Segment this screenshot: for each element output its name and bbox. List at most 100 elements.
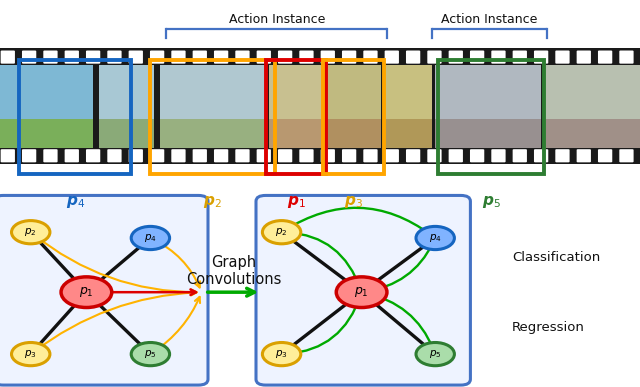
Text: Regression: Regression xyxy=(512,320,585,334)
FancyBboxPatch shape xyxy=(214,149,228,163)
FancyBboxPatch shape xyxy=(172,50,186,63)
FancyBboxPatch shape xyxy=(556,50,570,63)
Text: $p_{5}$: $p_{5}$ xyxy=(429,348,442,360)
Bar xyxy=(0,119,93,148)
FancyBboxPatch shape xyxy=(385,149,399,163)
Text: $p_{1}$: $p_{1}$ xyxy=(79,285,93,299)
FancyBboxPatch shape xyxy=(598,50,612,63)
Circle shape xyxy=(262,342,301,366)
FancyBboxPatch shape xyxy=(428,50,442,63)
FancyBboxPatch shape xyxy=(257,149,271,163)
FancyBboxPatch shape xyxy=(193,50,207,63)
Bar xyxy=(0,65,93,119)
FancyBboxPatch shape xyxy=(620,149,634,163)
Text: Classification: Classification xyxy=(512,251,600,264)
FancyBboxPatch shape xyxy=(513,149,527,163)
FancyBboxPatch shape xyxy=(598,149,612,163)
FancyBboxPatch shape xyxy=(150,149,164,163)
FancyBboxPatch shape xyxy=(0,195,208,385)
FancyBboxPatch shape xyxy=(449,149,463,163)
FancyBboxPatch shape xyxy=(428,149,442,163)
Circle shape xyxy=(131,226,170,250)
FancyBboxPatch shape xyxy=(1,149,15,163)
FancyBboxPatch shape xyxy=(129,50,143,63)
FancyBboxPatch shape xyxy=(256,195,470,385)
FancyBboxPatch shape xyxy=(108,149,122,163)
Circle shape xyxy=(61,277,112,308)
Text: $\boldsymbol{p}_{5}$: $\boldsymbol{p}_{5}$ xyxy=(482,194,500,209)
FancyBboxPatch shape xyxy=(342,50,356,63)
FancyBboxPatch shape xyxy=(300,149,314,163)
Circle shape xyxy=(416,342,454,366)
FancyBboxPatch shape xyxy=(150,50,164,63)
Text: $\boldsymbol{p}_{1}$: $\boldsymbol{p}_{1}$ xyxy=(287,194,305,209)
FancyBboxPatch shape xyxy=(236,50,250,63)
Bar xyxy=(160,65,266,119)
Bar xyxy=(384,65,432,119)
Bar xyxy=(384,119,432,148)
Text: Graph
Convolutions: Graph Convolutions xyxy=(186,255,282,287)
FancyBboxPatch shape xyxy=(342,149,356,163)
Text: $p_{2}$: $p_{2}$ xyxy=(275,226,288,238)
FancyBboxPatch shape xyxy=(556,149,570,163)
FancyBboxPatch shape xyxy=(236,149,250,163)
FancyBboxPatch shape xyxy=(449,50,463,63)
Text: $p_{3}$: $p_{3}$ xyxy=(24,348,37,360)
FancyBboxPatch shape xyxy=(129,149,143,163)
FancyBboxPatch shape xyxy=(492,50,506,63)
FancyBboxPatch shape xyxy=(364,50,378,63)
Circle shape xyxy=(336,277,387,308)
FancyBboxPatch shape xyxy=(513,50,527,63)
Circle shape xyxy=(416,226,454,250)
FancyBboxPatch shape xyxy=(22,149,36,163)
FancyBboxPatch shape xyxy=(492,149,506,163)
FancyBboxPatch shape xyxy=(172,149,186,163)
FancyBboxPatch shape xyxy=(470,50,484,63)
FancyBboxPatch shape xyxy=(385,50,399,63)
FancyBboxPatch shape xyxy=(214,50,228,63)
FancyBboxPatch shape xyxy=(470,149,484,163)
FancyBboxPatch shape xyxy=(620,50,634,63)
Text: $\boldsymbol{p}_{2}$: $\boldsymbol{p}_{2}$ xyxy=(204,194,222,209)
Bar xyxy=(160,119,266,148)
FancyBboxPatch shape xyxy=(44,149,58,163)
Text: $p_{1}$: $p_{1}$ xyxy=(355,285,369,299)
Bar xyxy=(435,65,541,119)
FancyBboxPatch shape xyxy=(108,50,122,63)
Text: $p_{3}$: $p_{3}$ xyxy=(275,348,288,360)
Bar xyxy=(99,65,154,119)
FancyBboxPatch shape xyxy=(193,149,207,163)
Circle shape xyxy=(262,221,301,244)
FancyBboxPatch shape xyxy=(300,50,314,63)
FancyBboxPatch shape xyxy=(406,50,420,63)
FancyBboxPatch shape xyxy=(65,149,79,163)
FancyBboxPatch shape xyxy=(534,149,548,163)
FancyBboxPatch shape xyxy=(278,50,292,63)
FancyBboxPatch shape xyxy=(22,50,36,63)
Bar xyxy=(0,48,640,164)
Bar xyxy=(544,65,640,119)
Bar xyxy=(326,119,381,148)
FancyBboxPatch shape xyxy=(321,149,335,163)
Text: $p_{5}$: $p_{5}$ xyxy=(144,348,157,360)
FancyBboxPatch shape xyxy=(1,50,15,63)
Text: $p_{4}$: $p_{4}$ xyxy=(144,232,157,244)
FancyBboxPatch shape xyxy=(278,149,292,163)
FancyBboxPatch shape xyxy=(577,50,591,63)
FancyBboxPatch shape xyxy=(577,149,591,163)
FancyBboxPatch shape xyxy=(534,50,548,63)
FancyBboxPatch shape xyxy=(86,50,100,63)
Circle shape xyxy=(12,342,50,366)
FancyBboxPatch shape xyxy=(406,149,420,163)
Bar xyxy=(544,119,640,148)
Bar xyxy=(326,65,381,119)
Bar xyxy=(99,119,154,148)
Bar xyxy=(269,119,323,148)
Text: $\boldsymbol{p}_{3}$: $\boldsymbol{p}_{3}$ xyxy=(344,194,363,209)
Text: $p_{2}$: $p_{2}$ xyxy=(24,226,37,238)
FancyBboxPatch shape xyxy=(321,50,335,63)
FancyBboxPatch shape xyxy=(44,50,58,63)
Text: Action Instance: Action Instance xyxy=(228,13,325,26)
FancyBboxPatch shape xyxy=(257,50,271,63)
Text: $p_{4}$: $p_{4}$ xyxy=(429,232,442,244)
